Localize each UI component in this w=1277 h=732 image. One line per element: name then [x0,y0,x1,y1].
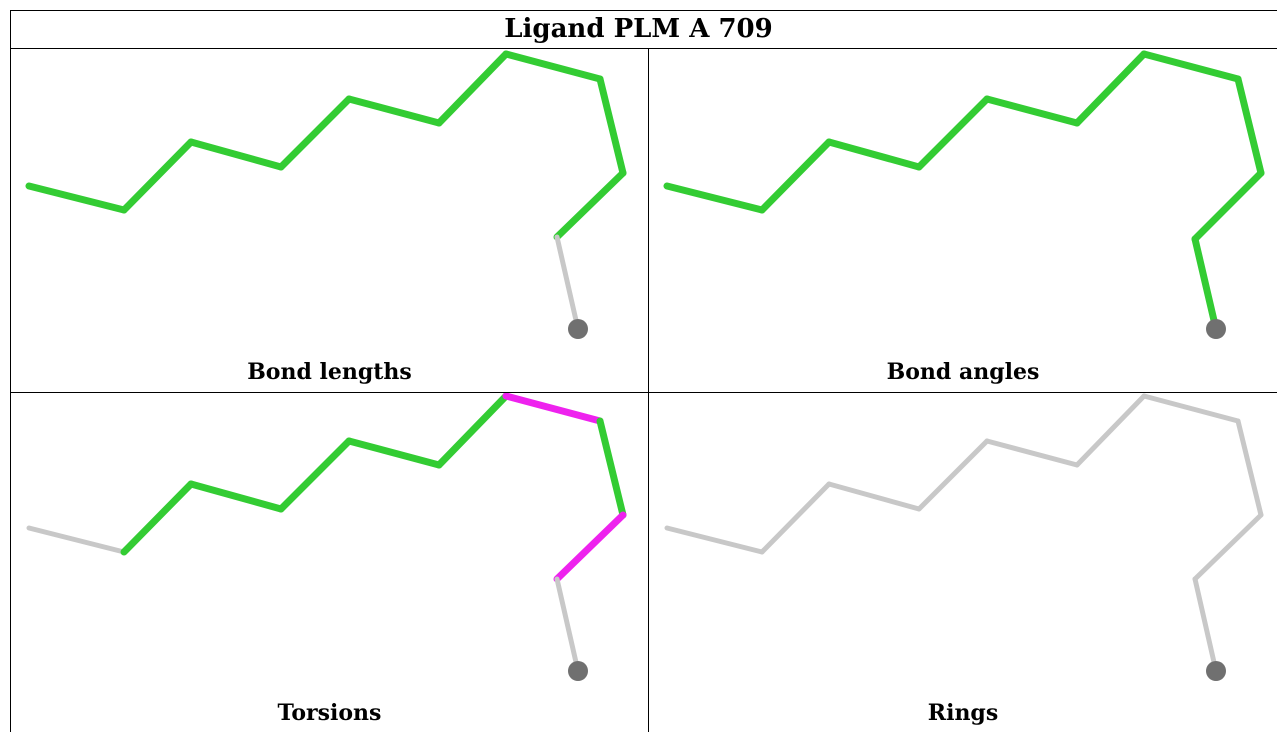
bond-ok [915,95,991,171]
border-top [10,10,1277,11]
ligand-diagram [663,50,1265,339]
figure-title: Ligand PLM A 709 [504,14,773,44]
bond-ok [187,138,285,171]
panel-caption: Torsions [277,700,382,726]
border-left [10,10,11,732]
bond-ok [277,95,353,171]
bond-neutral [1141,393,1241,424]
border-middle-horizontal [10,392,1277,393]
bond-neutral [1235,418,1264,518]
bond-neutral [826,481,922,512]
bond-ok [345,95,443,127]
bond-neutral [759,481,832,555]
panel-caption: Bond angles [886,359,1040,385]
bond-neutral [554,576,581,674]
panel-bond-lengths: Bond lengths [11,49,648,392]
bond-ok [277,437,353,513]
bond-outlier [553,511,627,583]
bond-outlier [502,393,604,425]
bond-ok [25,182,128,214]
bond-ok [1191,169,1265,243]
ligand-diagram [25,50,627,339]
panel-bond-angles: Bond angles [649,49,1277,392]
atom-sphere [568,319,588,339]
bond-neutral [1192,576,1219,674]
ligand-diagram [664,393,1264,681]
bond-ok [502,50,604,83]
bond-ok [435,393,510,469]
bond-ok [1234,75,1265,177]
bond-ok [345,437,443,469]
bond-ok [1191,235,1220,333]
bond-ok [596,417,627,519]
bond-neutral [554,234,581,332]
border-header-bottom [10,48,1277,49]
bond-ok [596,75,627,177]
bond-neutral [1074,393,1147,468]
panel-caption: Rings [927,700,999,726]
atom-sphere [1206,319,1226,339]
border-middle-vertical [648,48,649,732]
bond-ok [1073,50,1148,127]
bond-ok [758,138,833,214]
bond-neutral [916,438,990,512]
bond-neutral [664,525,765,555]
bond-ok [187,480,285,513]
bond-ok [1140,50,1242,83]
bond-ok [825,138,923,171]
bond-ok [120,138,195,214]
panel-torsions: Torsions [11,393,648,732]
bond-neutral [26,525,127,555]
bond-ok [553,169,627,241]
atom-sphere [568,661,588,681]
panel-caption: Bond lengths [247,359,412,385]
bond-ok [120,480,195,556]
atom-sphere [1206,661,1226,681]
bond-ok [435,50,510,127]
bond-ok [983,95,1081,127]
bond-ok [663,182,766,214]
ligand-diagram [26,393,627,681]
bond-neutral [984,438,1080,468]
bond-neutral [1192,512,1264,582]
panel-rings: Rings [649,393,1277,732]
